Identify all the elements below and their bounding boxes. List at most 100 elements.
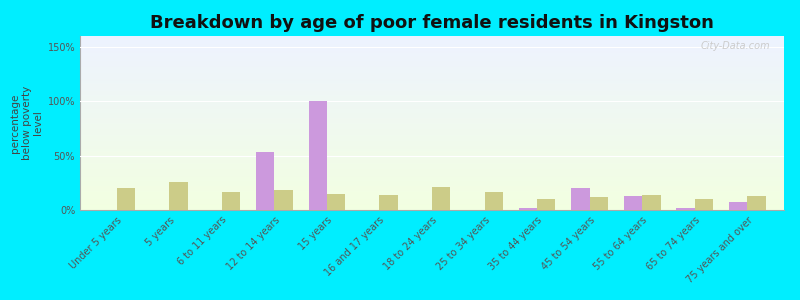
Bar <box>80 73 784 74</box>
Bar <box>80 165 784 167</box>
Bar <box>80 71 784 73</box>
Bar <box>80 114 784 116</box>
Bar <box>80 140 784 142</box>
Bar <box>642 195 661 210</box>
Bar <box>80 132 784 134</box>
Bar <box>729 202 747 210</box>
Bar <box>80 36 784 38</box>
Bar <box>379 195 398 210</box>
Bar <box>80 188 784 189</box>
Bar <box>80 60 784 62</box>
Bar <box>80 146 784 147</box>
Bar <box>80 203 784 205</box>
Bar <box>80 53 784 55</box>
Bar <box>80 64 784 66</box>
Bar <box>80 80 784 81</box>
Bar <box>80 128 784 130</box>
Bar <box>80 69 784 71</box>
Bar <box>327 194 346 210</box>
Bar <box>117 188 135 210</box>
Bar <box>537 199 555 210</box>
Bar <box>80 205 784 206</box>
Bar <box>80 66 784 67</box>
Bar <box>571 188 590 210</box>
Bar <box>80 189 784 191</box>
Bar <box>747 196 766 210</box>
Bar <box>80 55 784 57</box>
Bar <box>80 180 784 182</box>
Bar <box>80 193 784 194</box>
Bar <box>80 38 784 40</box>
Bar <box>222 191 240 210</box>
Bar <box>80 154 784 156</box>
Bar <box>80 161 784 163</box>
Bar <box>80 81 784 83</box>
Bar <box>80 156 784 158</box>
Bar <box>80 163 784 165</box>
Bar <box>80 184 784 186</box>
Bar <box>80 100 784 102</box>
Bar <box>80 102 784 104</box>
Bar <box>80 92 784 93</box>
Bar <box>80 194 784 196</box>
Bar <box>80 177 784 179</box>
Bar <box>80 168 784 170</box>
Bar <box>80 158 784 160</box>
Bar <box>80 130 784 132</box>
Bar <box>80 208 784 210</box>
Text: City-Data.com: City-Data.com <box>700 41 770 51</box>
Bar <box>80 93 784 95</box>
Bar <box>80 119 784 121</box>
Bar <box>80 99 784 100</box>
Bar <box>80 121 784 123</box>
Bar <box>80 97 784 99</box>
Bar <box>485 191 503 210</box>
Bar <box>170 182 188 210</box>
Bar <box>80 48 784 50</box>
Bar <box>80 191 784 193</box>
Bar <box>80 83 784 85</box>
Bar <box>80 95 784 97</box>
Bar <box>80 76 784 78</box>
Bar <box>80 173 784 175</box>
Bar <box>80 144 784 146</box>
Bar <box>80 74 784 76</box>
Bar <box>80 118 784 119</box>
Bar <box>256 152 274 210</box>
Bar <box>80 57 784 58</box>
Bar <box>80 198 784 200</box>
Bar <box>80 45 784 46</box>
Bar <box>80 200 784 201</box>
Bar <box>80 62 784 64</box>
Bar <box>80 135 784 137</box>
Bar <box>309 101 327 210</box>
Bar <box>80 116 784 118</box>
Bar <box>624 196 642 210</box>
Bar <box>80 160 784 161</box>
Bar <box>80 112 784 114</box>
Bar <box>80 149 784 151</box>
Bar <box>80 78 784 80</box>
Bar <box>80 172 784 173</box>
Bar <box>80 67 784 69</box>
Title: Breakdown by age of poor female residents in Kingston: Breakdown by age of poor female resident… <box>150 14 714 32</box>
Bar <box>80 111 784 112</box>
Bar <box>80 182 784 184</box>
Bar <box>80 109 784 111</box>
Bar <box>80 151 784 153</box>
Bar <box>80 147 784 149</box>
Bar <box>80 107 784 109</box>
Bar <box>80 106 784 107</box>
Bar <box>80 58 784 60</box>
Bar <box>274 190 293 210</box>
Bar <box>80 179 784 180</box>
Bar <box>80 123 784 125</box>
Bar <box>80 175 784 177</box>
Bar <box>432 187 450 210</box>
Bar <box>590 197 608 210</box>
Bar <box>80 137 784 139</box>
Bar <box>80 142 784 144</box>
Bar <box>518 208 537 210</box>
Bar <box>80 104 784 106</box>
Y-axis label: percentage
below poverty
level: percentage below poverty level <box>10 86 43 160</box>
